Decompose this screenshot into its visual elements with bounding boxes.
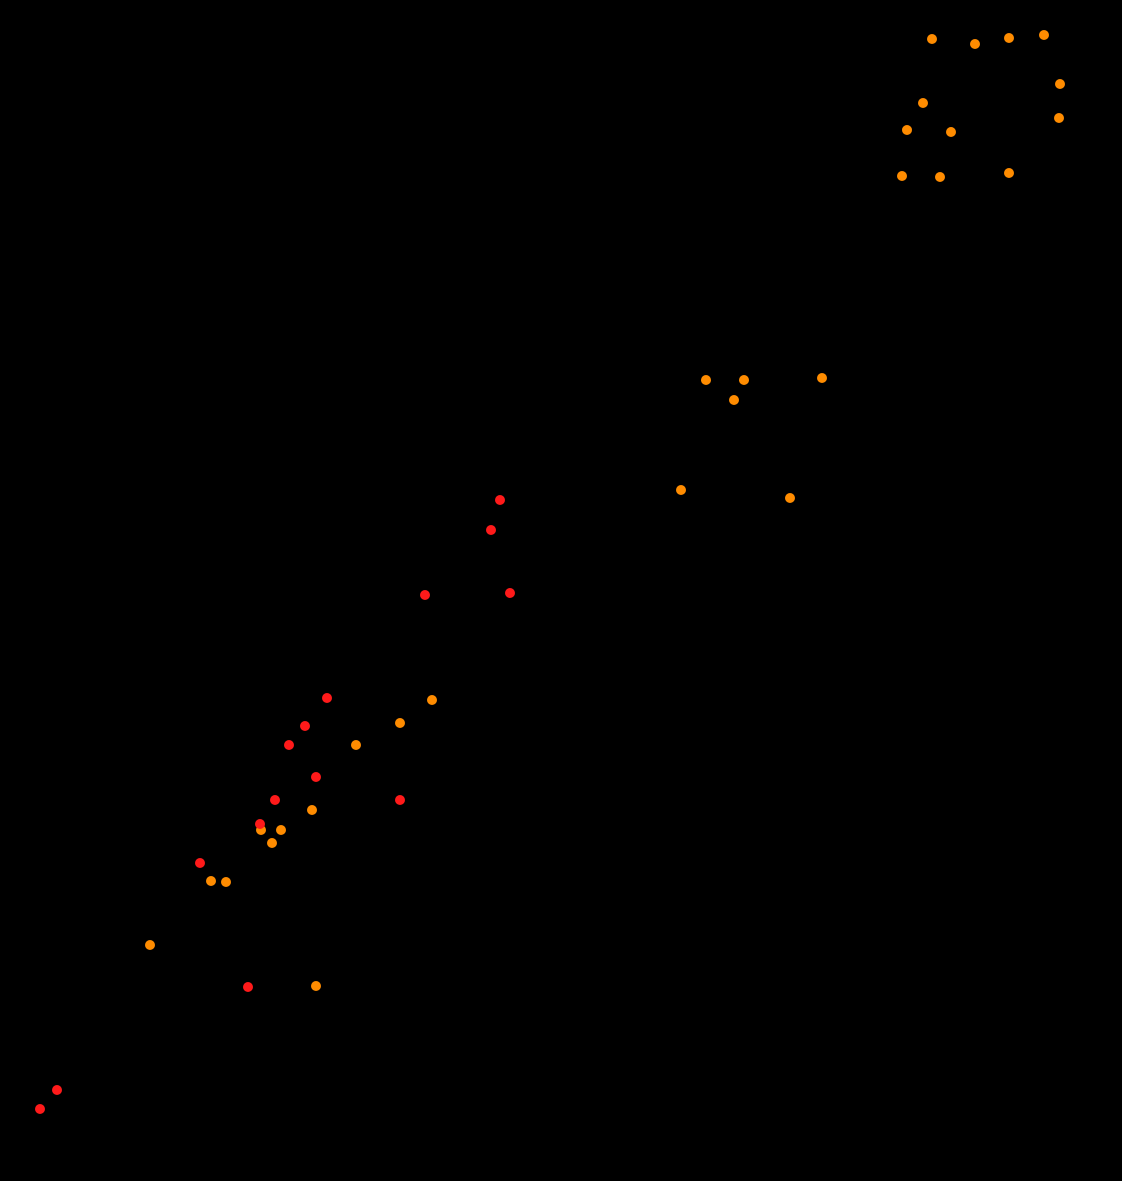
scatter-svg xyxy=(0,0,1122,1181)
data-point xyxy=(195,858,205,868)
data-point xyxy=(206,876,216,886)
chart-background xyxy=(0,0,1122,1181)
data-point xyxy=(739,375,749,385)
data-point xyxy=(270,795,280,805)
data-point xyxy=(505,588,515,598)
data-point xyxy=(145,940,155,950)
data-point xyxy=(729,395,739,405)
data-point xyxy=(701,375,711,385)
data-point xyxy=(785,493,795,503)
data-point xyxy=(300,721,310,731)
data-point xyxy=(243,982,253,992)
data-point xyxy=(311,981,321,991)
data-point xyxy=(1004,168,1014,178)
data-point xyxy=(897,171,907,181)
data-point xyxy=(918,98,928,108)
data-point xyxy=(495,495,505,505)
data-point xyxy=(420,590,430,600)
data-point xyxy=(255,819,265,829)
data-point xyxy=(1055,79,1065,89)
data-point xyxy=(276,825,286,835)
data-point xyxy=(395,718,405,728)
data-point xyxy=(970,39,980,49)
data-point xyxy=(267,838,277,848)
data-point xyxy=(52,1085,62,1095)
data-point xyxy=(35,1104,45,1114)
data-point xyxy=(322,693,332,703)
data-point xyxy=(351,740,361,750)
data-point xyxy=(395,795,405,805)
data-point xyxy=(307,805,317,815)
data-point xyxy=(1004,33,1014,43)
data-point xyxy=(817,373,827,383)
data-point xyxy=(284,740,294,750)
data-point xyxy=(946,127,956,137)
data-point xyxy=(311,772,321,782)
data-point xyxy=(1039,30,1049,40)
data-point xyxy=(427,695,437,705)
data-point xyxy=(486,525,496,535)
data-point xyxy=(935,172,945,182)
data-point xyxy=(902,125,912,135)
scatter-chart xyxy=(0,0,1122,1181)
data-point xyxy=(221,877,231,887)
data-point xyxy=(1054,113,1064,123)
data-point xyxy=(676,485,686,495)
data-point xyxy=(927,34,937,44)
